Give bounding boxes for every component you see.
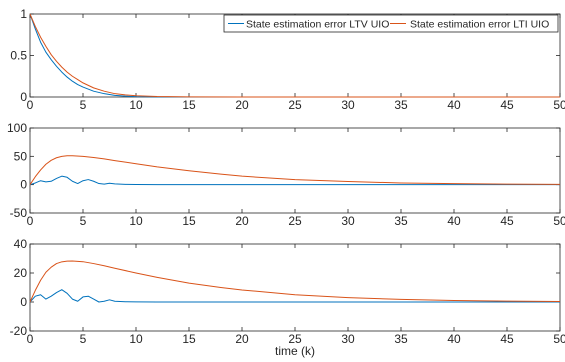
x-tick-label: 30 [341,332,355,346]
y-tick-label: 0.5 [10,49,27,63]
x-tick-label: 15 [182,332,196,346]
y-tick-label: 0 [20,295,27,309]
y-tick-label: 20 [14,266,28,280]
y-tick-label: -20 [10,324,28,338]
x-tick-label: 20 [235,214,249,228]
x-tick-label: 10 [129,98,143,112]
x-tick-label: 30 [341,98,355,112]
series-line-ltv [29,289,560,303]
x-tick-label: 35 [394,332,408,346]
x-tick-label: 30 [341,214,355,228]
x-tick-label: 35 [394,214,408,228]
y-tick-label: 0 [20,90,27,104]
x-tick-label: 5 [80,214,87,228]
y-tick-label: 100 [7,121,27,135]
legend: State estimation error LTV UIO State esti… [223,14,559,33]
x-tick-label: 25 [288,214,302,228]
series-line-lti [29,13,560,98]
x-tick-label: 50 [553,98,565,112]
axes-box [29,127,561,214]
x-tick-label: 15 [182,214,196,228]
x-tick-label: 35 [394,98,408,112]
x-tick-label: 0 [27,214,34,228]
x-tick-label: 45 [500,214,514,228]
x-tick-label: 25 [288,332,302,346]
x-tick-label: 15 [182,98,196,112]
x-tick-label: 20 [235,98,249,112]
x-tick-label: 0 [27,332,34,346]
x-tick-label: 45 [500,332,514,346]
x-tick-label: 25 [288,98,302,112]
series-line-ltv [29,175,560,186]
x-tick-label: 45 [500,98,514,112]
x-tick-label: 50 [553,332,565,346]
subplot-1: 0 5 10 15 20 25 30 35 40 45 50 0 0.5 1 State estimatio… [10,7,565,112]
y-tick-label: 0 [20,178,27,192]
x-tick-label: 10 [129,332,143,346]
y-tick-label: 50 [14,149,28,163]
x-axis-label: time (k) [275,344,315,358]
legend-label: State estimation error LTV UIO [246,19,389,31]
legend-label: State estimation error LTI UIO [410,19,549,31]
series-line-lti [29,155,561,185]
x-tick-label: 5 [80,98,87,112]
x-tick-label: 5 [80,332,87,346]
y-tick-label: -50 [10,206,28,220]
y-tick-label: 1 [20,7,27,21]
x-tick-label: 50 [553,214,565,228]
x-tick-label: 20 [235,332,249,346]
series-line-lti [29,260,561,303]
x-tick-label: 10 [129,214,143,228]
x-tick-label: 40 [447,98,461,112]
x-tick-label: 40 [447,332,461,346]
axes-box [29,243,561,332]
x-tick-label: 40 [447,214,461,228]
y-tick-label: 40 [14,237,28,251]
x-tick-label: 0 [27,98,34,112]
